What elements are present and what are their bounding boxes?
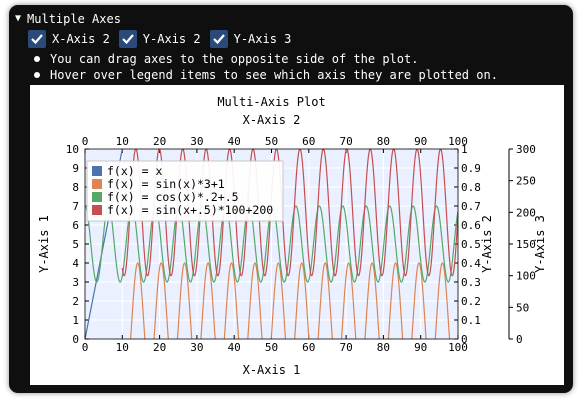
- bullet-text: You can drag axes to the opposite side o…: [50, 52, 418, 66]
- y2-tick-label: 0.2: [461, 295, 481, 308]
- y-axis-label: Y-Axis 1: [37, 215, 51, 273]
- x-tick-label: 70: [339, 341, 352, 354]
- x2-tick-label: 20: [153, 135, 166, 148]
- y3-tick-label: 250: [516, 175, 536, 188]
- checkmark-icon[interactable]: [28, 30, 46, 48]
- y2-tick-label: 0.9: [461, 162, 481, 175]
- y3-tick-label: 300: [516, 143, 536, 156]
- collapsing-header[interactable]: ▼ Multiple Axes: [15, 11, 121, 27]
- collapse-triangle-icon[interactable]: ▼: [15, 11, 21, 27]
- y2-tick-label: 0.8: [461, 181, 481, 194]
- x2-tick-label: 80: [377, 135, 390, 148]
- x2-tick-label: 0: [82, 135, 89, 148]
- checkbox-label: Y-Axis 3: [234, 32, 292, 46]
- x2-tick-label: 90: [414, 135, 427, 148]
- axis-checkboxes: X-Axis 2 Y-Axis 2 Y-Axis 3: [28, 29, 291, 49]
- y-tick-label: 10: [66, 143, 79, 156]
- y2-tick-label: 0.1: [461, 314, 481, 327]
- y-tick-label: 6: [72, 219, 79, 232]
- y2-tick-label: 0: [461, 333, 468, 346]
- bullet-icon: [34, 72, 40, 78]
- checkmark-icon[interactable]: [210, 30, 228, 48]
- x-axis-label: X-Axis 1: [243, 363, 301, 377]
- checkbox-label: X-Axis 2: [52, 32, 110, 46]
- y-tick-label: 4: [72, 257, 79, 270]
- x-tick-label: 30: [190, 341, 203, 354]
- legend-entry: f(x) = sin(x+.5)*100+200: [107, 203, 273, 217]
- checkbox-y-axis-3[interactable]: Y-Axis 3: [210, 29, 292, 49]
- y3-tick-label: 100: [516, 270, 536, 283]
- y-tick-label: 9: [72, 162, 79, 175]
- checkbox-x-axis-2[interactable]: X-Axis 2: [28, 29, 110, 49]
- checkbox-y-axis-2[interactable]: Y-Axis 2: [119, 29, 201, 49]
- x2-tick-label: 10: [116, 135, 129, 148]
- x2-tick-label: 50: [265, 135, 278, 148]
- plot-frame[interactable]: Multi-Axis Plot X-Axis 2 X-Axis 1 Y-Axis 1 Y…: [30, 85, 564, 385]
- y2-tick-label: 0.3: [461, 276, 481, 289]
- x-tick-label: 80: [377, 341, 390, 354]
- x2-tick-label: 40: [228, 135, 241, 148]
- y3-tick-label: 0: [516, 333, 523, 346]
- x-tick-label: 0: [82, 341, 89, 354]
- y3-tick-label: 50: [516, 301, 529, 314]
- legend-entry: f(x) = sin(x)*3+1: [107, 177, 225, 191]
- legend-swatch[interactable]: [92, 179, 102, 189]
- chart-title: Multi-Axis Plot: [217, 95, 325, 109]
- y-tick-label: 2: [72, 295, 79, 308]
- y2-tick-label: 0.6: [461, 219, 481, 232]
- x2-tick-label: 70: [339, 135, 352, 148]
- y3-tick-label: 200: [516, 206, 536, 219]
- checkbox-label: Y-Axis 2: [143, 32, 201, 46]
- header-title: Multiple Axes: [27, 11, 121, 27]
- y-tick-label: 8: [72, 181, 79, 194]
- x2-tick-label: 30: [190, 135, 203, 148]
- y2-tick-label: 0.4: [461, 257, 481, 270]
- x-tick-label: 90: [414, 341, 427, 354]
- y-tick-label: 3: [72, 276, 79, 289]
- x-tick-label: 40: [228, 341, 241, 354]
- legend-swatch[interactable]: [92, 166, 102, 176]
- y2-axis-label: Y-Axis 2: [480, 215, 494, 273]
- checkmark-icon[interactable]: [119, 30, 137, 48]
- legend-entry: f(x) = x: [107, 164, 162, 178]
- y2-tick-label: 1: [461, 143, 468, 156]
- x2-axis-label: X-Axis 2: [243, 113, 301, 127]
- legend-swatch[interactable]: [92, 192, 102, 202]
- y-tick-label: 7: [72, 200, 79, 213]
- y-tick-label: 5: [72, 238, 79, 251]
- legend-swatch[interactable]: [92, 205, 102, 215]
- y2-tick-label: 0.5: [461, 238, 481, 251]
- legend-entry: f(x) = cos(x)*.2+.5: [107, 190, 239, 204]
- x-tick-label: 20: [153, 341, 166, 354]
- y2-tick-label: 0.7: [461, 200, 481, 213]
- x2-tick-label: 60: [302, 135, 315, 148]
- y-tick-label: 0: [72, 333, 79, 346]
- y-tick-label: 1: [72, 314, 79, 327]
- y3-tick-label: 150: [516, 238, 536, 251]
- multi-axis-plot[interactable]: Multi-Axis Plot X-Axis 2 X-Axis 1 Y-Axis 1 Y…: [30, 85, 564, 385]
- x-tick-label: 10: [116, 341, 129, 354]
- bullet-icon: [34, 56, 40, 62]
- x-tick-label: 60: [302, 341, 315, 354]
- imgui-window: ▼ Multiple Axes X-Axis 2 Y-Axis 2 Y-Axis…: [9, 5, 573, 393]
- bullet-item: Hover over legend items to see which axi…: [34, 67, 498, 83]
- bullet-text: Hover over legend items to see which axi…: [50, 68, 498, 82]
- x-tick-label: 50: [265, 341, 278, 354]
- bullet-item: You can drag axes to the opposite side o…: [34, 51, 418, 67]
